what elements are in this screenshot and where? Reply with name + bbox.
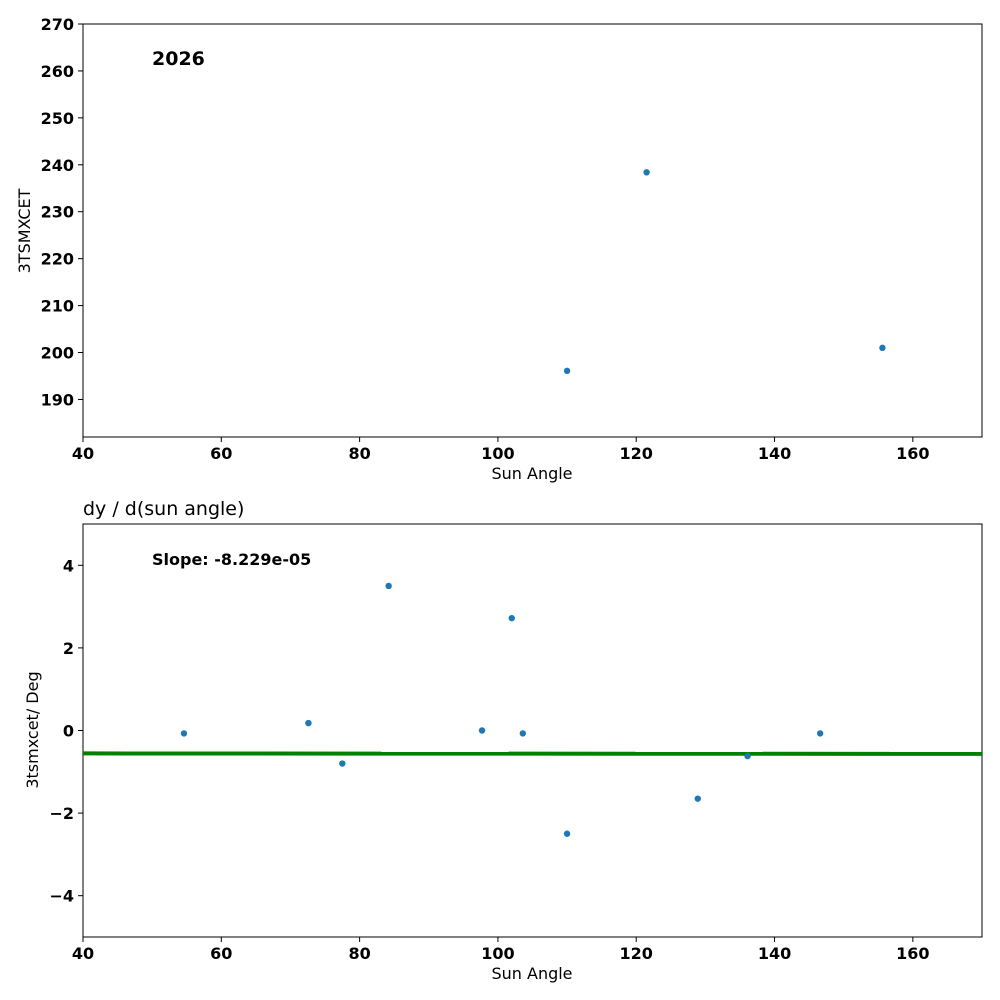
y-tick-label: 200 xyxy=(41,344,74,363)
year-annotation: 2026 xyxy=(152,48,205,70)
data-point xyxy=(519,730,527,737)
x-axis-label-top: Sun Angle xyxy=(491,464,572,483)
scatter-plot-bottom: dy / d(sun angle) 40 60 80 100 120 140 160−4−2… xyxy=(23,498,983,983)
data-point xyxy=(744,752,751,760)
plot-frame-top xyxy=(82,23,983,438)
data-point xyxy=(563,830,571,837)
x-tick-label: 140 xyxy=(758,444,791,463)
y-tick-label: 260 xyxy=(41,62,74,81)
y-tick-label: 230 xyxy=(41,203,74,222)
x-tick-label: 60 xyxy=(210,944,232,963)
data-point xyxy=(816,730,824,737)
y-tick-label: −4 xyxy=(49,887,74,906)
y-tick-label: 210 xyxy=(41,297,74,316)
x-tick-label: 160 xyxy=(896,444,929,463)
data-point xyxy=(478,727,486,734)
points-top xyxy=(563,169,886,375)
y-tick-label: 220 xyxy=(41,250,74,269)
y-tick-label: 4 xyxy=(63,556,74,575)
ticks-top: 40 60 80 100 120 140 160 190 200 210 220 230 240 250 2… xyxy=(41,15,930,463)
x-tick-label: 80 xyxy=(348,444,370,463)
data-point xyxy=(563,367,571,375)
y-tick-label: 0 xyxy=(63,722,74,741)
x-tick-label: 40 xyxy=(72,944,94,963)
data-point xyxy=(879,344,886,352)
points-bottom xyxy=(82,582,983,837)
data-point xyxy=(180,730,188,737)
data-point xyxy=(305,719,312,727)
x-tick-label: 120 xyxy=(620,444,653,463)
slope-annotation: Slope: -8.229e-05 xyxy=(152,550,311,569)
x-axis-label-bottom: Sun Angle xyxy=(491,964,572,983)
x-tick-label: 140 xyxy=(758,944,791,963)
y-axis-label-bottom: 3tsmxcet/ Deg xyxy=(23,671,42,788)
data-point xyxy=(339,760,346,767)
x-tick-label: 60 xyxy=(210,444,232,463)
scatter-plot-top: 40 60 80 100 120 140 160 190 200 210 220 230 240 250 2… xyxy=(15,15,983,483)
y-tick-label: 2 xyxy=(63,639,74,658)
data-point xyxy=(643,169,650,176)
x-tick-label: 120 xyxy=(620,944,653,963)
plot-frame-bottom xyxy=(82,523,983,938)
x-tick-label: 100 xyxy=(481,944,514,963)
x-tick-label: 40 xyxy=(72,444,94,463)
x-tick-label: 160 xyxy=(896,944,929,963)
x-tick-label: 80 xyxy=(348,944,370,963)
data-point xyxy=(694,795,701,802)
y-tick-label: 270 xyxy=(41,15,74,34)
y-tick-label: −2 xyxy=(49,804,74,823)
y-axis-label-top: 3TSMXCET xyxy=(15,188,34,273)
y-tick-label: 240 xyxy=(41,156,74,175)
y-tick-label: 190 xyxy=(41,390,74,409)
chart-title-bottom: dy / d(sun angle) xyxy=(83,498,244,520)
y-tick-label: 250 xyxy=(41,109,74,128)
data-point xyxy=(385,582,392,590)
data-point xyxy=(508,614,515,622)
ticks-bottom: 40 60 80 100 120 140 160 −4 −2 0 2 4 xyxy=(49,556,929,963)
x-tick-label: 100 xyxy=(481,444,514,463)
